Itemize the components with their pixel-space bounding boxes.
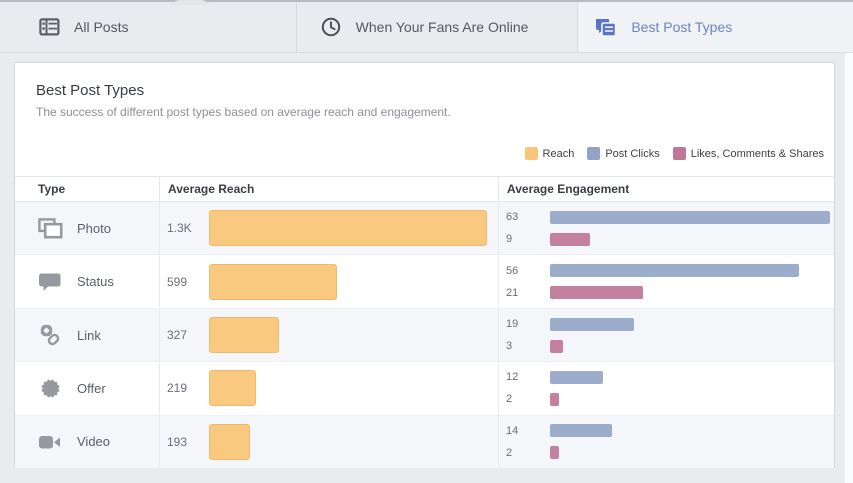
legend-label: Post Clicks — [605, 147, 660, 160]
reach-bar — [209, 370, 256, 407]
post-clicks-swatch — [587, 147, 601, 160]
tooltip-caret — [167, 0, 214, 5]
reach-value: 1.3K — [167, 221, 192, 236]
tab-label: Best Post Types — [631, 19, 733, 35]
post-clicks-value: 63 — [506, 211, 519, 224]
reach-value: 193 — [167, 434, 188, 449]
post-types-table: Type Average Reach Average Engagement Ph… — [15, 176, 834, 469]
reach-bar — [209, 210, 487, 247]
reach-bar — [209, 423, 250, 460]
window-edge — [845, 53, 853, 483]
likes-comments-shares-value: 9 — [506, 233, 513, 246]
tab-all-posts[interactable]: All Posts — [0, 2, 297, 52]
post-type-label: Status — [77, 274, 114, 290]
clock-icon — [319, 17, 343, 37]
top-border — [0, 0, 853, 2]
video-icon — [37, 432, 63, 452]
column-header-average-reach: Average Reach — [159, 177, 498, 201]
chart-legend: Reach Post Clicks Likes, Comments & Shar… — [524, 147, 824, 160]
offer-icon — [37, 377, 63, 400]
panel-header: Best Post Types The success of different… — [36, 82, 451, 119]
post-clicks-bar — [550, 424, 612, 438]
legend-label: Likes, Comments & Shares — [690, 147, 824, 160]
tab-bar: All Posts When Your Fans Are Online Be — [0, 2, 853, 53]
tab-when-fans-online[interactable]: When Your Fans Are Online — [297, 2, 579, 52]
post-clicks-bar — [550, 264, 799, 278]
post-type-label: Video — [77, 434, 111, 450]
status-icon — [37, 272, 63, 292]
reach-bar — [209, 317, 279, 354]
likes-comments-shares-value: 2 — [506, 446, 513, 459]
post-clicks-value: 19 — [506, 318, 519, 331]
reach-bar — [209, 263, 337, 300]
column-header-type: Type — [38, 182, 66, 196]
reach-swatch — [524, 147, 538, 160]
likes-comments-shares-bar — [550, 286, 643, 300]
post-clicks-value: 14 — [506, 424, 519, 437]
likes-comments-shares-value: 2 — [506, 393, 513, 406]
all-posts-icon — [37, 18, 61, 36]
likes-comments-shares-bar — [550, 446, 559, 460]
table-row-link: Link 327 19 3 — [15, 308, 834, 363]
post-clicks-bar — [550, 210, 830, 224]
tab-label: When Your Fans Are Online — [355, 19, 529, 35]
photo-icon — [37, 217, 63, 239]
likes-comments-shares-bar — [550, 392, 559, 406]
post-clicks-bar — [550, 370, 603, 384]
post-clicks-value: 12 — [506, 371, 519, 384]
best-post-types-panel: Best Post Types The success of different… — [14, 62, 835, 469]
page-title: Best Post Types — [36, 82, 145, 99]
post-clicks-bar — [550, 317, 634, 331]
column-header-average-engagement: Average Engagement — [498, 177, 834, 201]
likes-comments-shares-swatch — [672, 147, 686, 160]
legend-item-reach: Reach — [524, 147, 575, 160]
page-subtitle: The success of different post types base… — [36, 105, 451, 119]
table-row-photo: Photo 1.3K 63 9 — [15, 202, 834, 256]
reach-value: 219 — [167, 381, 188, 396]
tab-best-post-types[interactable]: Best Post Types — [578, 2, 853, 52]
legend-item-likes-comments-shares: Likes, Comments & Shares — [672, 147, 824, 160]
link-icon — [37, 324, 63, 346]
legend-item-post-clicks: Post Clicks — [587, 147, 660, 160]
post-clicks-value: 56 — [506, 264, 519, 277]
post-type-label: Offer — [77, 380, 106, 396]
table-header: Type Average Reach Average Engagement — [15, 176, 834, 202]
reach-value: 599 — [167, 274, 188, 289]
post-type-label: Photo — [77, 220, 111, 236]
post-types-icon — [594, 18, 618, 37]
table-row-offer: Offer 219 12 2 — [15, 362, 834, 416]
likes-comments-shares-value: 3 — [506, 340, 513, 353]
tab-label: All Posts — [74, 19, 129, 35]
likes-comments-shares-bar — [550, 232, 590, 246]
likes-comments-shares-bar — [550, 339, 563, 353]
reach-value: 327 — [167, 328, 188, 343]
legend-label: Reach — [542, 147, 575, 160]
post-type-label: Link — [77, 327, 101, 343]
table-row-video: Video 193 14 2 — [15, 415, 834, 469]
likes-comments-shares-value: 21 — [506, 286, 519, 299]
table-row-status: Status 599 56 21 — [15, 255, 834, 309]
